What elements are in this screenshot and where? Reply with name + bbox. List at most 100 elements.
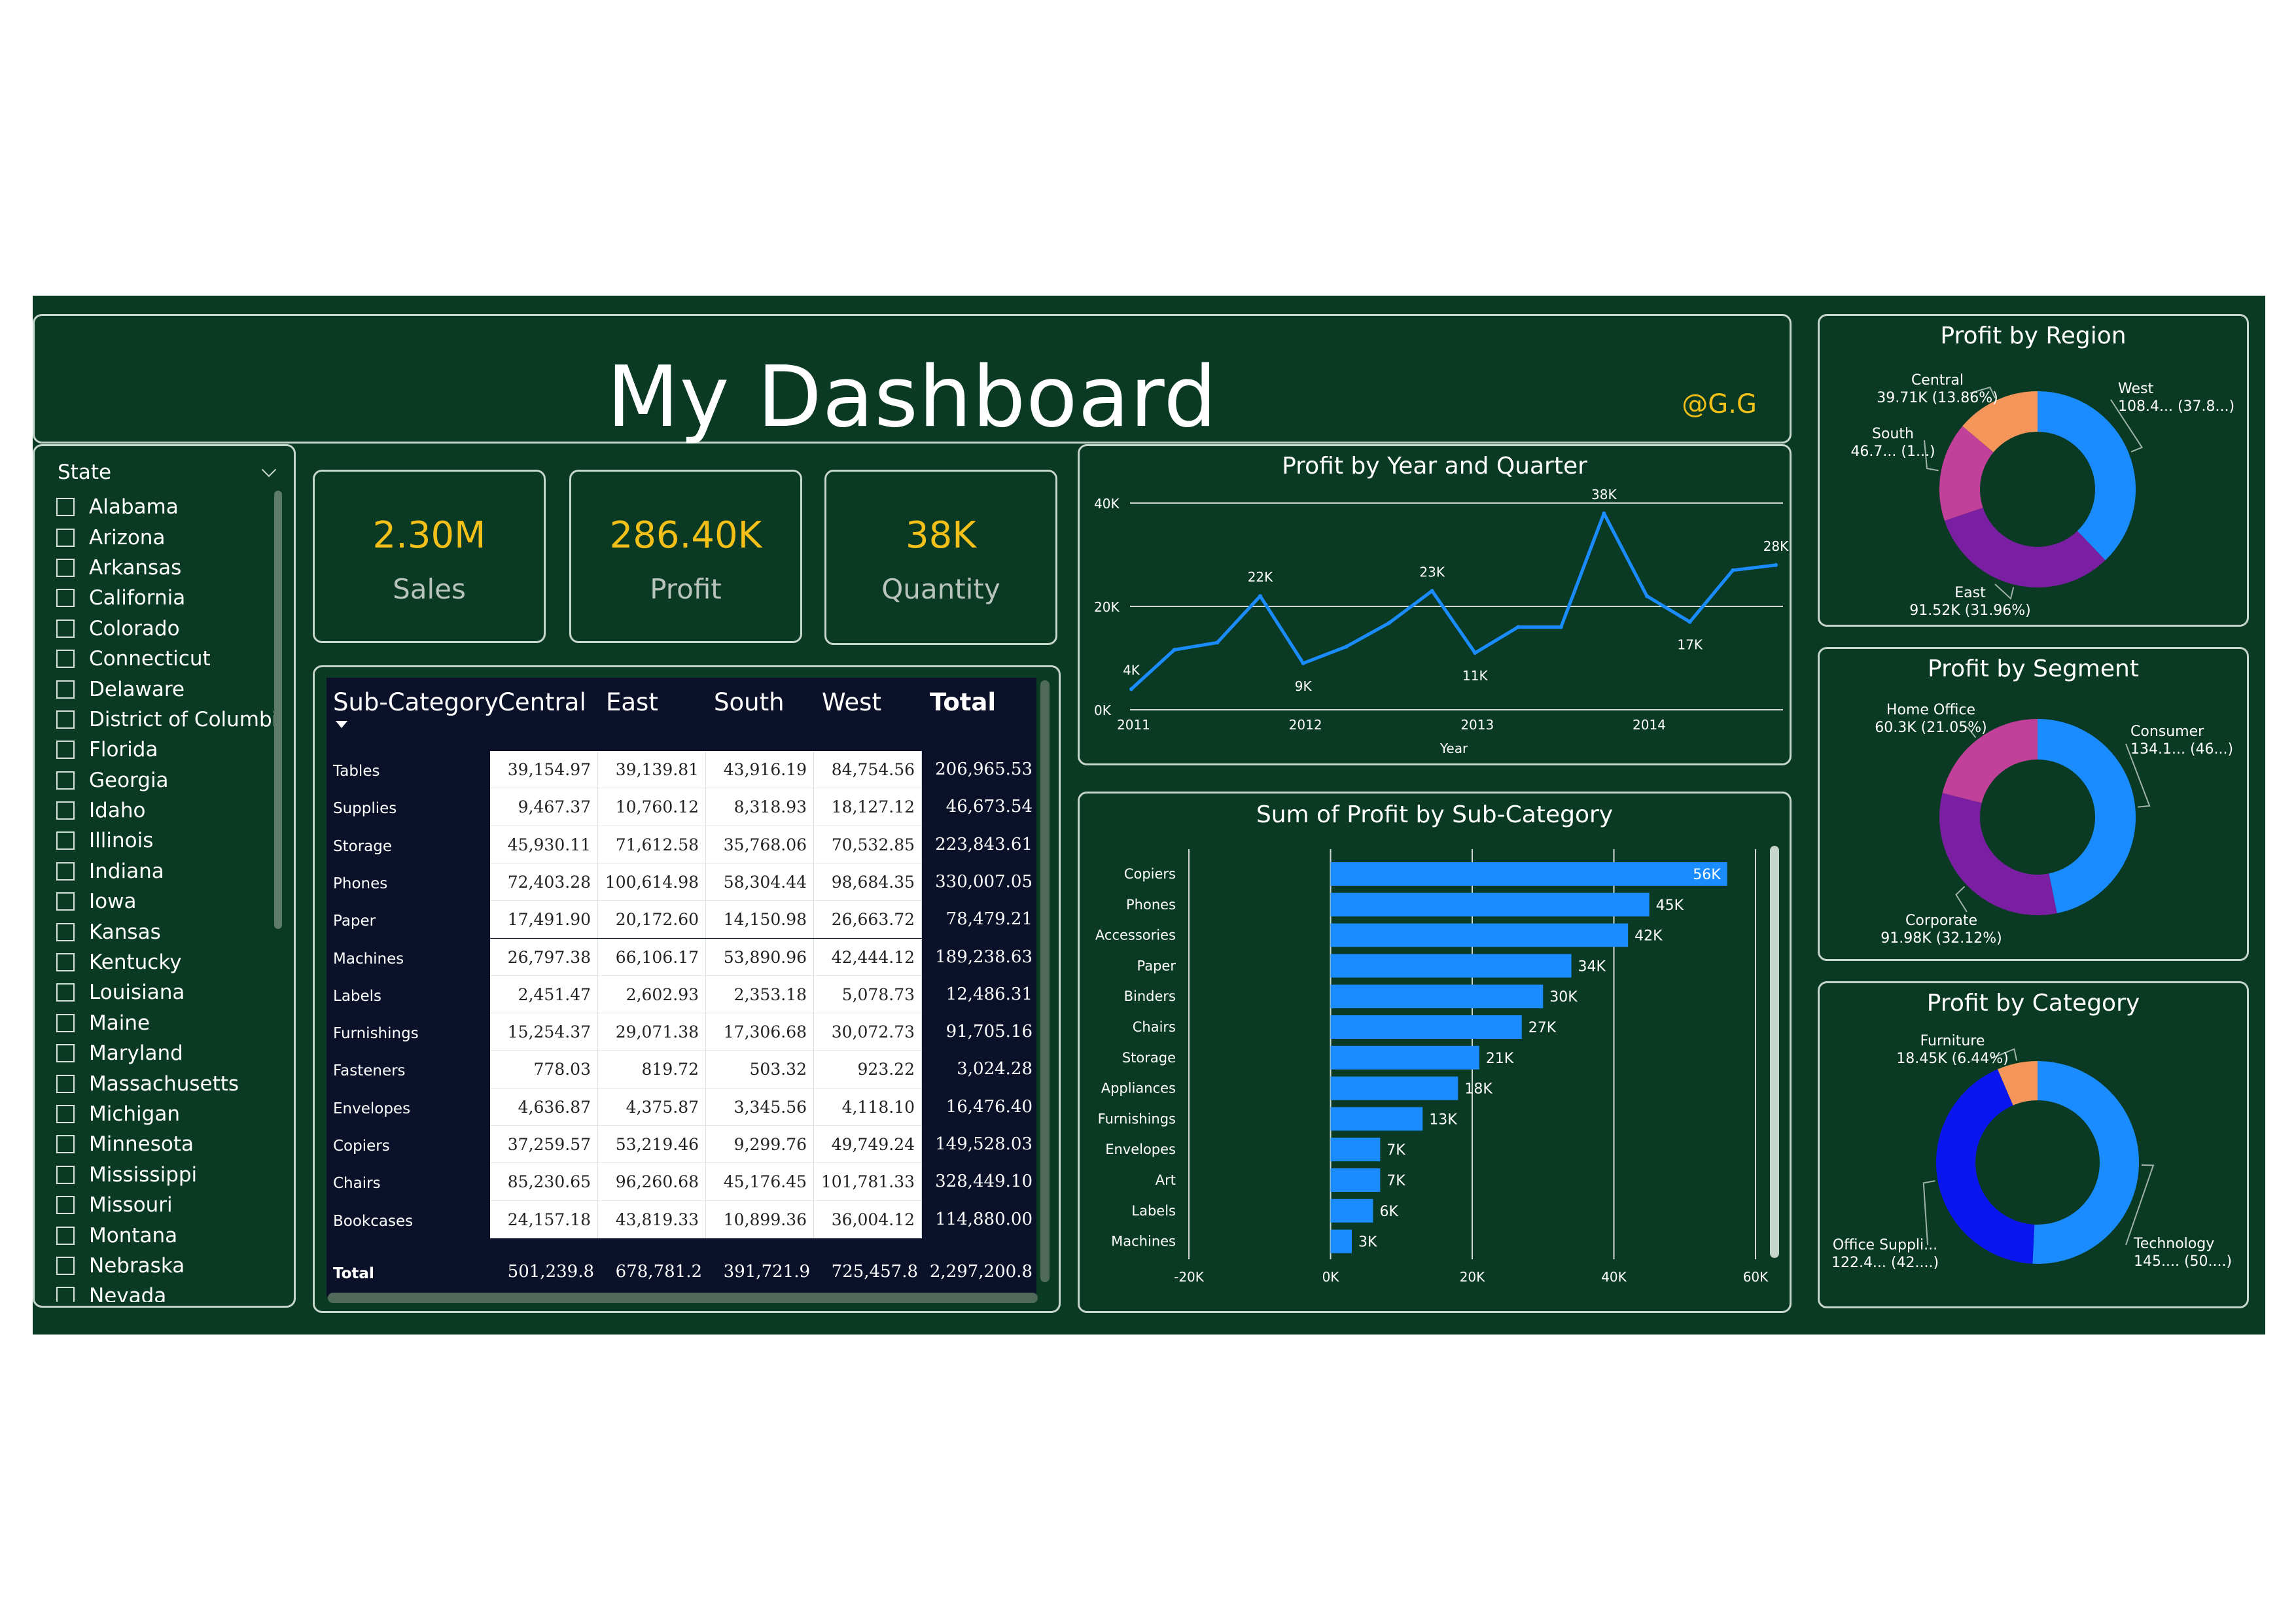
line-point[interactable] bbox=[1731, 568, 1735, 572]
checkbox-icon[interactable] bbox=[56, 1287, 75, 1302]
line-point[interactable] bbox=[1774, 563, 1778, 567]
checkbox-icon[interactable] bbox=[56, 498, 75, 517]
checkbox-icon[interactable] bbox=[56, 1013, 75, 1032]
state-option[interactable]: Illinois bbox=[56, 826, 281, 856]
bar[interactable] bbox=[1330, 985, 1544, 1009]
checkbox-icon[interactable] bbox=[56, 831, 75, 850]
checkbox-icon[interactable] bbox=[56, 589, 75, 608]
checkbox-icon[interactable] bbox=[56, 953, 75, 972]
checkbox-icon[interactable] bbox=[56, 922, 75, 941]
bar[interactable] bbox=[1330, 892, 1650, 916]
state-option[interactable]: Georgia bbox=[56, 765, 281, 795]
donut-slice[interactable] bbox=[2038, 391, 2136, 561]
donut-slice[interactable] bbox=[1942, 719, 2038, 803]
checkbox-icon[interactable] bbox=[56, 1135, 75, 1154]
checkbox-icon[interactable] bbox=[56, 1256, 75, 1275]
state-option[interactable]: Maryland bbox=[56, 1038, 281, 1068]
state-option[interactable]: Delaware bbox=[56, 674, 281, 704]
line-point[interactable] bbox=[1129, 687, 1133, 691]
state-option[interactable]: Montana bbox=[56, 1220, 281, 1250]
state-option[interactable]: Florida bbox=[56, 735, 281, 765]
state-option[interactable]: Iowa bbox=[56, 886, 281, 916]
state-option[interactable]: California bbox=[56, 583, 281, 613]
line-point[interactable] bbox=[1430, 589, 1434, 593]
line-point[interactable] bbox=[1559, 625, 1563, 629]
line-point[interactable] bbox=[1645, 594, 1649, 599]
state-option[interactable]: Arizona bbox=[56, 522, 281, 552]
checkbox-icon[interactable] bbox=[56, 1074, 75, 1093]
matrix-header-total[interactable]: Total bbox=[930, 688, 997, 716]
checkbox-icon[interactable] bbox=[56, 983, 75, 1002]
donut-slice[interactable] bbox=[1936, 1069, 2035, 1264]
checkbox-icon[interactable] bbox=[56, 1105, 75, 1123]
state-option[interactable]: Kansas bbox=[56, 916, 281, 947]
line-point[interactable] bbox=[1602, 511, 1606, 515]
bar[interactable] bbox=[1330, 862, 1727, 886]
bar[interactable] bbox=[1330, 1045, 1479, 1070]
donut-slice[interactable] bbox=[1944, 508, 2106, 587]
slicer-scrollbar[interactable] bbox=[274, 491, 282, 929]
checkbox-icon[interactable] bbox=[56, 1226, 75, 1245]
matrix-header-west[interactable]: West bbox=[822, 688, 881, 716]
bar[interactable] bbox=[1330, 1076, 1458, 1100]
donut-slice[interactable] bbox=[1939, 793, 2057, 915]
state-option[interactable]: Connecticut bbox=[56, 644, 281, 674]
checkbox-icon[interactable] bbox=[56, 1165, 75, 1184]
line-point[interactable] bbox=[1687, 620, 1692, 624]
line-point[interactable] bbox=[1172, 648, 1176, 652]
state-option[interactable]: Nebraska bbox=[56, 1251, 281, 1281]
checkbox-icon[interactable] bbox=[56, 771, 75, 790]
state-option[interactable]: Louisiana bbox=[56, 977, 281, 1007]
state-option[interactable]: Nevada bbox=[56, 1281, 281, 1302]
bar-chart-scrollbar[interactable] bbox=[1770, 846, 1779, 1258]
line-point[interactable] bbox=[1387, 621, 1391, 625]
checkbox-icon[interactable] bbox=[56, 892, 75, 911]
checkbox-icon[interactable] bbox=[56, 741, 75, 759]
matrix-header-subcategory[interactable]: Sub-Category bbox=[333, 688, 499, 716]
matrix-header-central[interactable]: Central bbox=[498, 688, 586, 716]
matrix-horizontal-scrollbar[interactable] bbox=[328, 1293, 1038, 1303]
line-point[interactable] bbox=[1344, 644, 1349, 649]
checkbox-icon[interactable] bbox=[56, 528, 75, 547]
line-point[interactable] bbox=[1258, 594, 1262, 599]
state-option[interactable]: Massachusetts bbox=[56, 1068, 281, 1098]
line-point[interactable] bbox=[1301, 661, 1305, 665]
checkbox-icon[interactable] bbox=[56, 862, 75, 881]
line-point[interactable] bbox=[1516, 625, 1520, 629]
state-option[interactable]: Mississippi bbox=[56, 1160, 281, 1190]
bar[interactable] bbox=[1330, 1168, 1381, 1192]
bar[interactable] bbox=[1330, 923, 1629, 947]
checkbox-icon[interactable] bbox=[56, 680, 75, 699]
checkbox-icon[interactable] bbox=[56, 1196, 75, 1215]
bar[interactable] bbox=[1330, 1229, 1352, 1253]
state-option[interactable]: Arkansas bbox=[56, 553, 281, 583]
checkbox-icon[interactable] bbox=[56, 558, 75, 577]
state-option[interactable]: Colorado bbox=[56, 614, 281, 644]
donut-slice[interactable] bbox=[1997, 1061, 2038, 1106]
state-option[interactable]: Minnesota bbox=[56, 1129, 281, 1159]
checkbox-icon[interactable] bbox=[56, 710, 75, 729]
donut-slice[interactable] bbox=[2038, 719, 2136, 914]
bar[interactable] bbox=[1330, 1198, 1373, 1223]
sort-desc-icon[interactable] bbox=[336, 721, 347, 728]
state-option[interactable]: Idaho bbox=[56, 795, 281, 826]
checkbox-icon[interactable] bbox=[56, 650, 75, 669]
bar[interactable] bbox=[1330, 954, 1572, 978]
chevron-down-icon[interactable] bbox=[261, 462, 277, 478]
checkbox-icon[interactable] bbox=[56, 801, 75, 820]
state-option[interactable]: Missouri bbox=[56, 1190, 281, 1220]
bar[interactable] bbox=[1330, 1015, 1522, 1039]
matrix-vertical-scrollbar[interactable] bbox=[1040, 680, 1050, 1282]
line-point[interactable] bbox=[1215, 640, 1220, 645]
checkbox-icon[interactable] bbox=[56, 619, 75, 638]
state-option[interactable]: Kentucky bbox=[56, 947, 281, 977]
bar[interactable] bbox=[1330, 1138, 1381, 1162]
matrix-header-east[interactable]: East bbox=[606, 688, 658, 716]
state-option[interactable]: Maine bbox=[56, 1008, 281, 1038]
state-option[interactable]: District of Columbia bbox=[56, 705, 281, 735]
donut-slice[interactable] bbox=[1962, 391, 2038, 453]
state-option[interactable]: Indiana bbox=[56, 856, 281, 886]
matrix-header-south[interactable]: South bbox=[714, 688, 785, 716]
state-option[interactable]: Michigan bbox=[56, 1099, 281, 1129]
donut-slice[interactable] bbox=[2032, 1061, 2140, 1264]
